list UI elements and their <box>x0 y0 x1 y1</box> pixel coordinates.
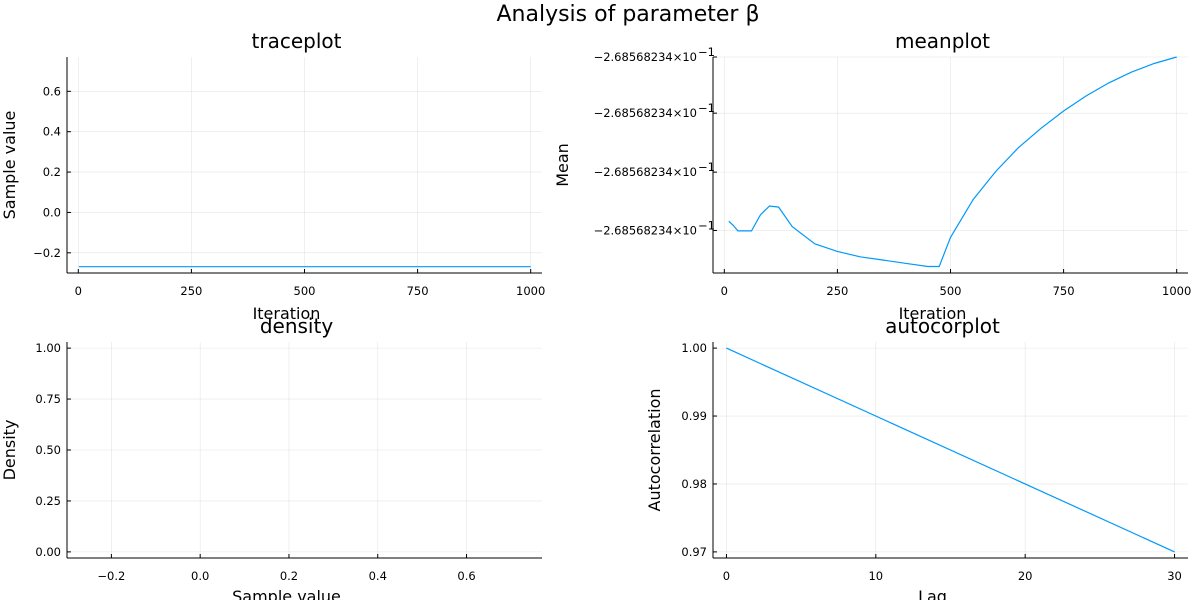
x-axis-label: Iteration <box>899 304 967 323</box>
subplot-title: autocorplot <box>885 314 1000 338</box>
y-axis-label: Density <box>0 420 19 481</box>
x-tick-label: 0.0 <box>191 569 209 583</box>
y-tick-exponent: −1 <box>698 101 715 115</box>
y-tick-exponent: −1 <box>698 45 715 59</box>
y-axis-label: Sample value <box>0 111 19 220</box>
y-tick-label: 1.00 <box>35 341 61 355</box>
y-tick-label: 0.4 <box>43 125 61 139</box>
y-tick-label: 0.97 <box>681 545 707 559</box>
y-tick-exponent: −1 <box>698 160 715 174</box>
y-tick-label: 0.00 <box>35 545 61 559</box>
x-tick-label: 0 <box>723 569 730 583</box>
y-tick-label: 0.98 <box>681 477 707 491</box>
y-tick-label: 0.75 <box>35 392 61 406</box>
x-tick-label: 10 <box>868 569 883 583</box>
x-tick-label: 0.2 <box>280 569 298 583</box>
y-tick-label: 0.6 <box>43 84 61 98</box>
y-tick-label: −2.68568234×10 <box>594 50 697 64</box>
x-tick-label: 750 <box>407 284 429 298</box>
x-tick-label: 0.6 <box>457 569 475 583</box>
y-tick-label: 0.50 <box>35 443 61 457</box>
x-axis-label: Iteration <box>253 304 321 323</box>
x-tick-label: −0.2 <box>97 569 125 583</box>
panel-autocorplot: 0 10 20 30 0.97 0.98 0.99 1.00 autocorplot Lag Aut… <box>645 314 1188 600</box>
subplot-title: density <box>260 314 333 338</box>
x-tick-label: 250 <box>180 284 202 298</box>
x-tick-label: 500 <box>294 284 316 298</box>
x-tick-label: 750 <box>1053 284 1075 298</box>
y-tick-label: 0.0 <box>43 205 61 219</box>
x-tick-label: 0.4 <box>369 569 387 583</box>
subplot-title: meanplot <box>895 29 990 53</box>
figure-title: Analysis of parameter β <box>496 2 759 27</box>
y-axis-label: Autocorrelation <box>645 389 664 512</box>
x-tick-label: 30 <box>1167 569 1182 583</box>
x-axis-label: Lag <box>918 587 947 600</box>
series-line <box>728 56 1177 268</box>
y-tick-label: 0.99 <box>681 409 707 423</box>
y-tick-label: −2.68568234×10 <box>594 223 697 237</box>
panel-density: −0.2 0.0 0.2 0.4 0.6 0.00 0.25 0.50 0.75 1.00 dens… <box>0 314 542 600</box>
x-tick-label: 250 <box>826 284 848 298</box>
x-axis-label: Sample value <box>232 587 341 600</box>
x-tick-label: 0 <box>721 284 728 298</box>
y-tick-label: 0.25 <box>35 494 61 508</box>
y-tick-label: −2.68568234×10 <box>594 165 697 179</box>
x-tick-label: 500 <box>940 284 962 298</box>
x-tick-label: 20 <box>1018 569 1033 583</box>
subplot-title: traceplot <box>252 29 342 53</box>
series-line <box>726 347 1175 553</box>
panel-meanplot: 0 250 500 750 1000−2.68568234×10 −1−2.6856823… <box>553 29 1191 323</box>
y-tick-label: −2.68568234×10 <box>594 106 697 120</box>
y-axis-label: Mean <box>553 143 572 187</box>
x-tick-label: 1000 <box>1162 284 1191 298</box>
x-tick-label: 0 <box>75 284 82 298</box>
panel-traceplot: 0 250 500 750 1000 −0.2 0.0 0.2 0.4 0.6 traceplot I… <box>0 29 545 323</box>
subplots: 0 250 500 750 1000−0.20.00.20.40.6traceplotI… <box>0 29 1191 600</box>
y-tick-label: 0.2 <box>43 165 61 179</box>
y-tick-exponent: −1 <box>698 218 715 232</box>
y-tick-label: 1.00 <box>681 341 707 355</box>
x-tick-label: 1000 <box>516 284 545 298</box>
y-tick-label: −0.2 <box>33 246 61 260</box>
